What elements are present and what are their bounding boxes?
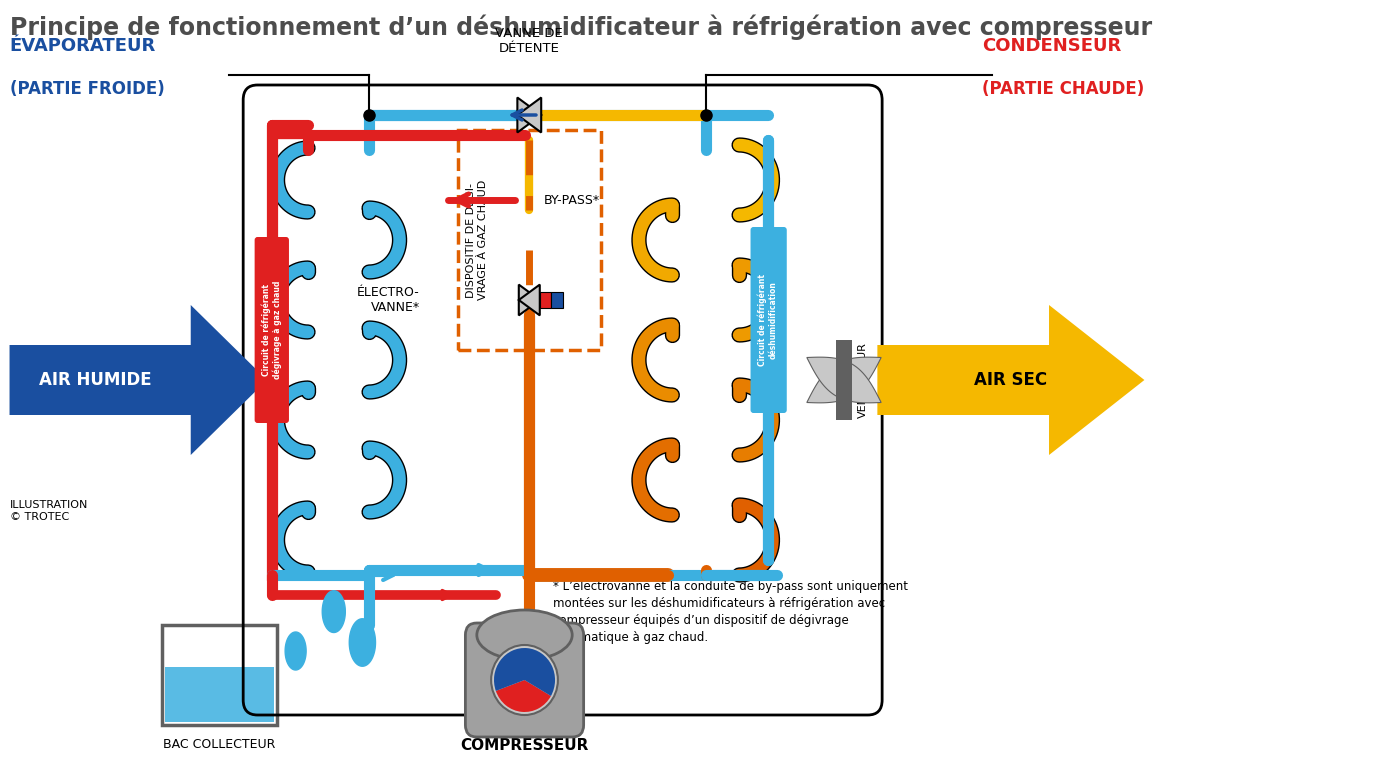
Text: DISPOSITIF DE DÉGI-
VRAGE À GAZ CHAUD: DISPOSITIF DE DÉGI- VRAGE À GAZ CHAUD — [466, 180, 487, 300]
FancyBboxPatch shape — [255, 237, 288, 423]
Text: Circuit de réfrigérant
déshumidification: Circuit de réfrigérant déshumidification — [757, 274, 777, 366]
Text: * L’électrovanne et la conduite de by-pass sont uniquement
montées sur les déshu: * L’électrovanne et la conduite de by-pa… — [553, 580, 909, 644]
Text: ÉLECTRO-
VANNE*: ÉLECTRO- VANNE* — [357, 286, 420, 314]
Polygon shape — [878, 305, 1144, 455]
Text: BY-PASS*: BY-PASS* — [543, 193, 599, 207]
Polygon shape — [10, 305, 267, 455]
Polygon shape — [519, 285, 540, 315]
Polygon shape — [806, 357, 881, 402]
Text: BAC COLLECTEUR: BAC COLLECTEUR — [164, 739, 276, 751]
Text: VANNE DE
DÉTENTE: VANNE DE DÉTENTE — [496, 27, 563, 55]
Polygon shape — [519, 285, 540, 315]
FancyBboxPatch shape — [165, 667, 274, 722]
Text: (PARTIE FROIDE): (PARTIE FROIDE) — [10, 80, 164, 98]
FancyBboxPatch shape — [750, 227, 787, 413]
Wedge shape — [496, 680, 552, 712]
Bar — [552, 292, 563, 308]
Polygon shape — [286, 632, 307, 670]
Polygon shape — [518, 98, 542, 133]
Text: Circuit de réfrigérant
dégivrage à gaz chaud: Circuit de réfrigérant dégivrage à gaz c… — [262, 281, 281, 379]
Text: COMPRESSEUR: COMPRESSEUR — [461, 738, 589, 753]
Text: AIR HUMIDE: AIR HUMIDE — [39, 371, 151, 389]
Polygon shape — [806, 357, 881, 402]
Bar — [540, 292, 552, 308]
Ellipse shape — [477, 610, 573, 660]
Text: VENTILATEUR: VENTILATEUR — [858, 342, 868, 418]
Text: Principe de fonctionnement d’un déshumidificateur à réfrigération avec compresse: Principe de fonctionnement d’un déshumid… — [10, 15, 1152, 41]
Polygon shape — [349, 619, 375, 666]
Text: CONDENSEUR: CONDENSEUR — [983, 37, 1121, 55]
Polygon shape — [322, 590, 346, 633]
FancyBboxPatch shape — [465, 623, 584, 737]
Text: ILLUSTRATION
© TROTEC: ILLUSTRATION © TROTEC — [10, 500, 88, 522]
Circle shape — [491, 645, 557, 715]
Text: AIR SEC: AIR SEC — [974, 371, 1047, 389]
Wedge shape — [494, 648, 554, 696]
Text: ÉVAPORATEUR: ÉVAPORATEUR — [10, 37, 155, 55]
Text: (PARTIE CHAUDE): (PARTIE CHAUDE) — [983, 80, 1145, 98]
FancyBboxPatch shape — [162, 625, 277, 725]
Polygon shape — [518, 98, 542, 133]
Bar — [836, 340, 851, 420]
